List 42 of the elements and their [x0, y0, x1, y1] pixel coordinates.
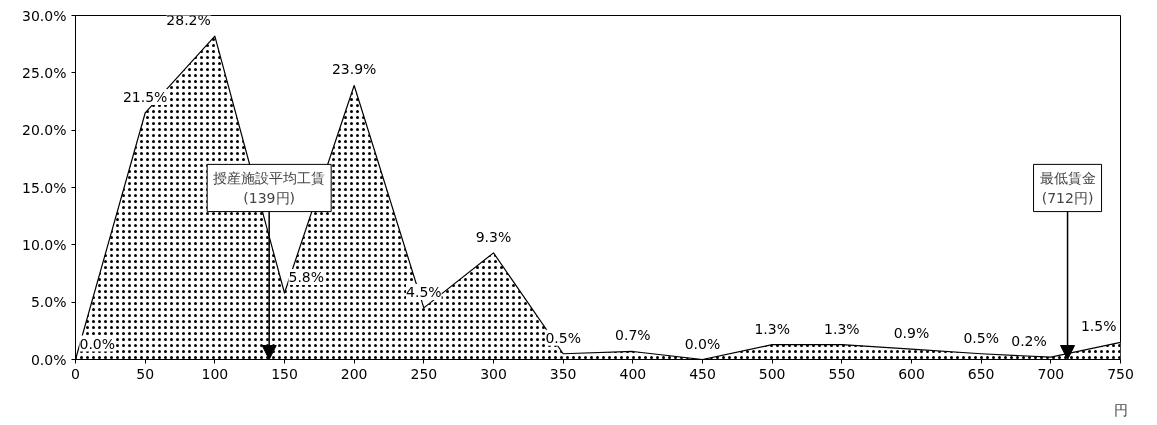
- x-tick-label: 200: [340, 365, 368, 382]
- x-tick-label: 600: [898, 365, 925, 382]
- y-tick-label: 0.0%: [30, 351, 67, 368]
- x-tick-label: 550: [828, 365, 856, 382]
- y-tick-label: 10.0%: [22, 236, 67, 253]
- x-tick-label: 750: [1107, 365, 1134, 382]
- data-label: 23.9%: [331, 61, 377, 78]
- x-tick-label: 0: [71, 365, 80, 382]
- x-tick-label: 350: [549, 365, 577, 382]
- data-label: 0.5%: [545, 329, 581, 346]
- annotation: 最低賃金 (712円): [1039, 170, 1096, 206]
- x-tick-label: 400: [619, 365, 647, 382]
- data-label: 9.3%: [475, 228, 512, 245]
- data-label: 4.5%: [406, 283, 442, 300]
- data-label: 0.5%: [963, 329, 999, 346]
- x-tick-label: 250: [410, 365, 438, 382]
- data-label: 0.2%: [1011, 333, 1047, 350]
- x-tick-label: 50: [136, 365, 155, 382]
- y-tick-label: 20.0%: [22, 122, 67, 139]
- y-tick-label: 15.0%: [22, 179, 67, 196]
- data-label: 1.5%: [1080, 318, 1117, 335]
- data-label: 1.3%: [824, 320, 860, 337]
- annotation: 授産施設平均工賃 (139円): [213, 170, 326, 206]
- x-tick-label: 700: [1037, 365, 1065, 382]
- data-label: 0.0%: [684, 335, 721, 352]
- data-label: 1.3%: [754, 320, 790, 337]
- x-tick-label: 300: [480, 365, 507, 382]
- x-tick-label: 100: [201, 365, 229, 382]
- y-tick-label: 30.0%: [22, 7, 67, 24]
- x-axis-title: 円: [1113, 401, 1128, 418]
- data-label: 0.9%: [893, 325, 930, 342]
- x-tick-label: 450: [689, 365, 716, 382]
- x-tick-label: 650: [967, 365, 995, 382]
- data-label: 0.0%: [79, 335, 116, 352]
- data-label: 0.7%: [615, 327, 651, 344]
- data-label: 21.5%: [122, 88, 168, 105]
- data-label: 28.2%: [166, 12, 211, 29]
- x-tick-label: 150: [271, 365, 298, 382]
- y-tick-label: 25.0%: [22, 64, 67, 81]
- x-tick-label: 500: [758, 365, 786, 382]
- data-label: 5.8%: [288, 268, 325, 285]
- y-tick-label: 5.0%: [30, 294, 67, 311]
